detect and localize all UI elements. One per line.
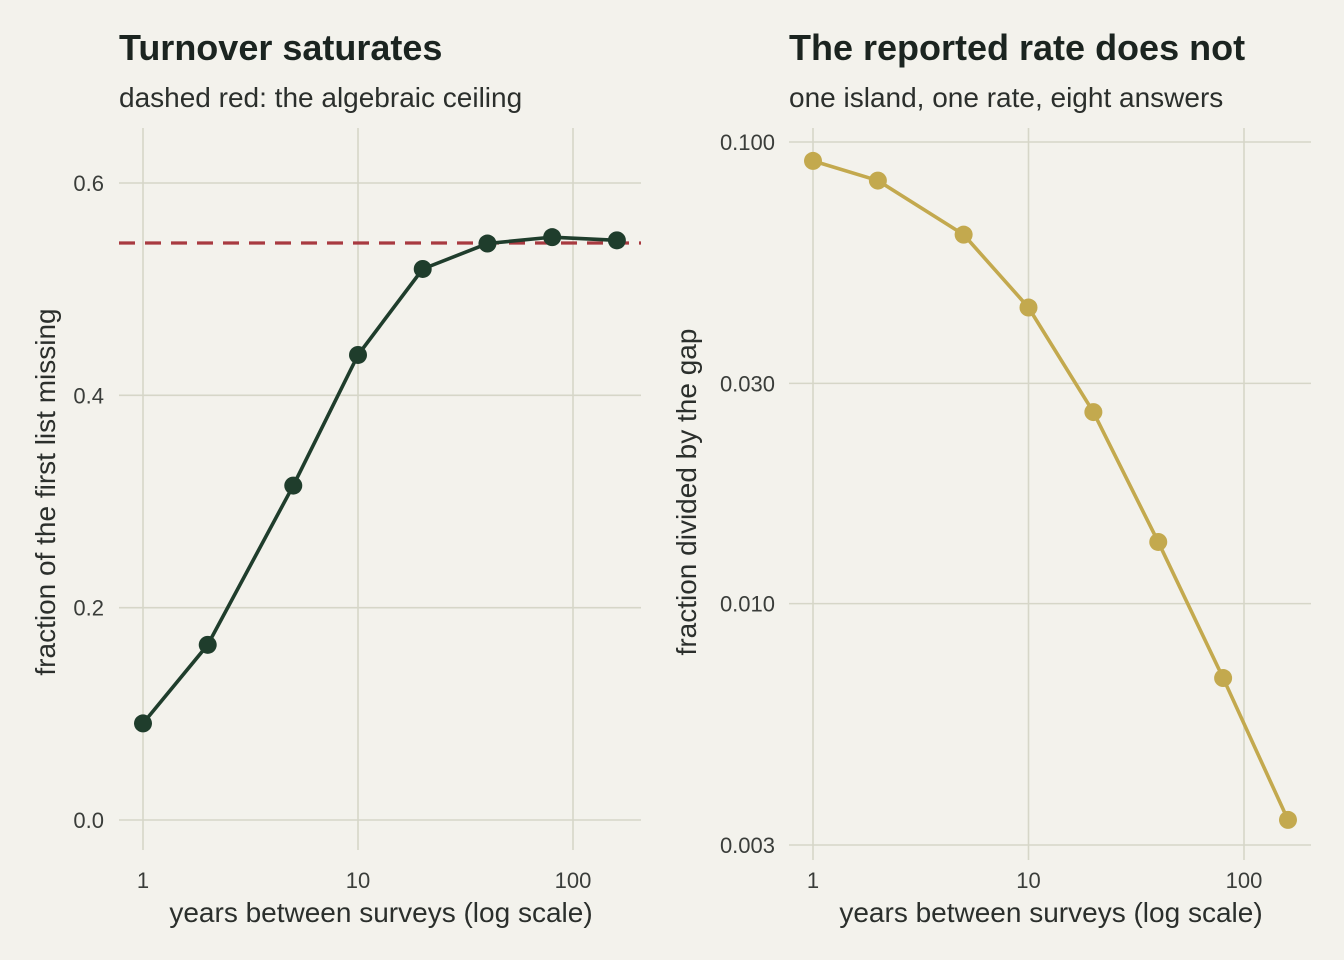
data-point xyxy=(804,151,822,170)
chart-title: The reported rate does not xyxy=(789,27,1245,68)
y-tick-label: 0.100 xyxy=(720,130,775,155)
data-point xyxy=(1214,669,1233,688)
data-point xyxy=(198,635,217,654)
series-line xyxy=(812,159,1290,821)
series-line xyxy=(141,235,617,725)
y-axis-label: fraction of the first list missing xyxy=(30,308,61,675)
panel-reported-rate: The reported rate does not one island, o… xyxy=(671,27,1311,928)
x-tick-label: 100 xyxy=(555,868,592,893)
gridlines xyxy=(789,128,1311,860)
data-point xyxy=(478,234,497,253)
x-tick-label: 1 xyxy=(137,868,149,893)
x-axis-label: years between surveys (log scale) xyxy=(839,897,1262,928)
data-point xyxy=(543,228,562,247)
data-point xyxy=(413,259,432,278)
data-point xyxy=(284,476,303,495)
y-tick-label: 0.003 xyxy=(720,833,775,858)
series-rate xyxy=(804,151,1297,829)
chart-subtitle: dashed red: the algebraic ceiling xyxy=(119,82,522,113)
y-tick-label: 0.010 xyxy=(720,592,775,617)
y-axis-label: fraction divided by the gap xyxy=(671,329,702,656)
data-point xyxy=(1278,810,1297,829)
y-tick-label: 0.4 xyxy=(73,383,104,408)
data-point xyxy=(1019,298,1038,317)
data-point xyxy=(954,225,973,244)
data-point xyxy=(349,345,367,364)
x-axis-label: years between surveys (log scale) xyxy=(169,897,592,928)
tick-labels: 1 10 100 0.0 0.2 0.4 0.6 xyxy=(73,171,591,893)
panel-turnover: Turnover saturates dashed red: the algeb… xyxy=(30,27,641,928)
x-tick-label: 10 xyxy=(346,868,370,893)
chart-title: Turnover saturates xyxy=(119,27,442,68)
y-tick-label: 0.2 xyxy=(73,596,104,621)
series-missing-fraction xyxy=(134,228,626,733)
chart-subtitle: one island, one rate, eight answers xyxy=(789,82,1223,113)
y-tick-label: 0.0 xyxy=(73,808,104,833)
x-tick-label: 100 xyxy=(1226,868,1263,893)
y-tick-label: 0.6 xyxy=(73,171,104,196)
y-tick-label: 0.030 xyxy=(720,371,775,396)
data-point xyxy=(868,171,887,190)
data-point xyxy=(134,714,152,733)
data-point xyxy=(1149,532,1168,551)
x-tick-label: 10 xyxy=(1016,868,1040,893)
data-point xyxy=(1084,403,1103,422)
data-point xyxy=(607,231,626,250)
tick-labels: 1 10 100 0.003 0.010 0.030 0.100 xyxy=(720,130,1262,893)
x-tick-label: 1 xyxy=(807,868,819,893)
